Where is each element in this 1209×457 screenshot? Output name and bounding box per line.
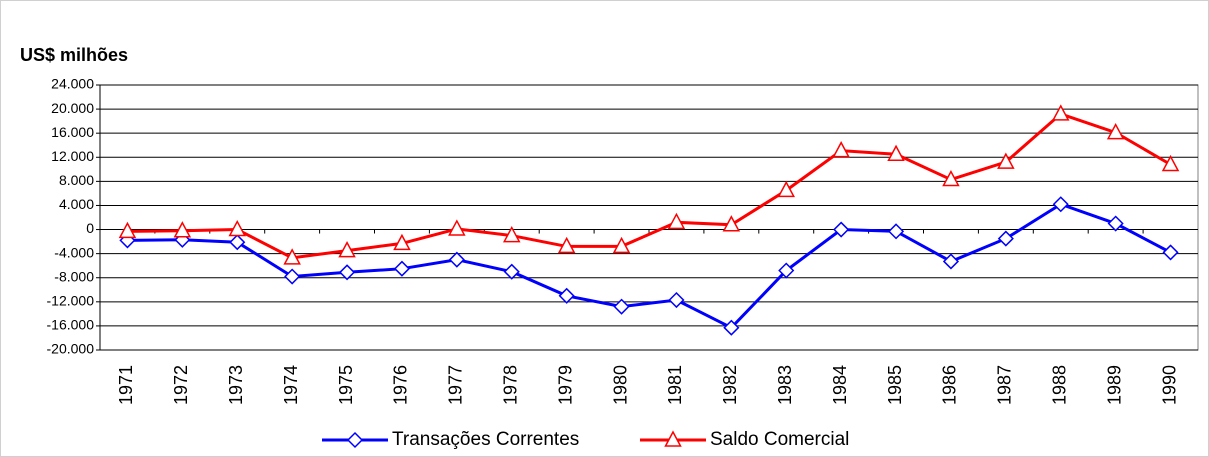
- data-point: [1107, 215, 1124, 232]
- y-tick-label: -16.000: [47, 317, 95, 333]
- data-point: [778, 262, 795, 279]
- data-point: [942, 253, 960, 270]
- x-tick-label: 1982: [720, 365, 740, 405]
- legend-label: Transações Correntes: [392, 429, 579, 450]
- y-tick-label: 4.000: [59, 196, 94, 212]
- x-tick-label: 1972: [171, 365, 191, 405]
- x-tick-label: 1978: [501, 365, 521, 405]
- x-tick-label: 1987: [995, 365, 1015, 405]
- chart-title: US$ milhões: [20, 45, 128, 65]
- x-tick-label: 1990: [1159, 365, 1179, 405]
- y-tick-label: 0: [86, 220, 94, 236]
- y-tick-label: -4.000: [54, 244, 94, 260]
- data-point: [997, 152, 1015, 169]
- x-tick-label: 1989: [1104, 365, 1124, 405]
- x-tick-label: 1971: [116, 365, 136, 405]
- data-point: [612, 236, 631, 254]
- x-tick-label: 1986: [940, 365, 960, 405]
- data-point: [228, 219, 247, 237]
- data-point: [283, 248, 301, 265]
- data-point: [1161, 154, 1180, 172]
- data-point: [338, 241, 356, 258]
- data-point: [723, 319, 740, 336]
- y-tick-label: -8.000: [54, 268, 94, 284]
- x-tick-label: 1973: [226, 365, 246, 405]
- series-line: [127, 112, 1172, 260]
- x-tick-label: 1983: [775, 365, 795, 405]
- x-tick-label: 1980: [610, 365, 630, 405]
- x-tick-label: 1988: [1050, 365, 1070, 405]
- x-tick-label: 1974: [281, 365, 301, 405]
- data-point: [284, 268, 301, 285]
- legend-marker: [346, 431, 364, 449]
- data-point: [668, 291, 685, 309]
- data-point: [502, 225, 521, 243]
- data-point: [558, 287, 575, 304]
- data-point: [448, 251, 465, 268]
- data-point: [173, 221, 192, 238]
- x-tick-label: 1977: [446, 365, 466, 405]
- data-point: [832, 141, 850, 158]
- data-point: [667, 212, 686, 230]
- data-point: [942, 169, 960, 187]
- data-point: [118, 221, 137, 239]
- data-point: [338, 264, 356, 281]
- data-point: [997, 230, 1014, 247]
- data-point: [229, 234, 246, 251]
- x-tick-label: 1981: [665, 365, 685, 405]
- data-point: [1051, 104, 1070, 121]
- data-point: [613, 298, 630, 315]
- y-tick-label: 24.000: [51, 76, 94, 92]
- data-point: [833, 221, 850, 238]
- series-line: [127, 202, 1172, 330]
- y-tick-label: 20.000: [51, 100, 94, 116]
- legend-label: Saldo Comercial: [710, 429, 849, 450]
- x-tick-label: 1979: [555, 365, 575, 405]
- x-tick-label: 1984: [830, 365, 850, 405]
- y-tick-label: 12.000: [51, 148, 94, 164]
- data-point: [777, 180, 796, 198]
- data-point: [393, 260, 411, 277]
- data-point: [1106, 122, 1125, 140]
- data-point: [1052, 196, 1069, 213]
- plot-area: [99, 84, 1199, 351]
- x-tick-label: 1975: [336, 365, 356, 405]
- y-tick-label: 16.000: [51, 124, 94, 140]
- data-point: [448, 219, 466, 236]
- data-point: [557, 236, 576, 254]
- data-point: [887, 223, 905, 240]
- y-tick-label: 8.000: [59, 172, 94, 188]
- y-tick-label: -20.000: [47, 341, 95, 357]
- y-tick-label: -12.000: [47, 293, 95, 309]
- x-tick-label: 1976: [391, 365, 411, 405]
- data-point: [393, 233, 411, 251]
- legend-marker: [664, 430, 682, 447]
- data-point: [1162, 244, 1179, 261]
- data-point: [887, 144, 905, 162]
- x-tick-label: 1985: [885, 365, 905, 405]
- data-point: [722, 215, 741, 232]
- data-point: [503, 263, 520, 280]
